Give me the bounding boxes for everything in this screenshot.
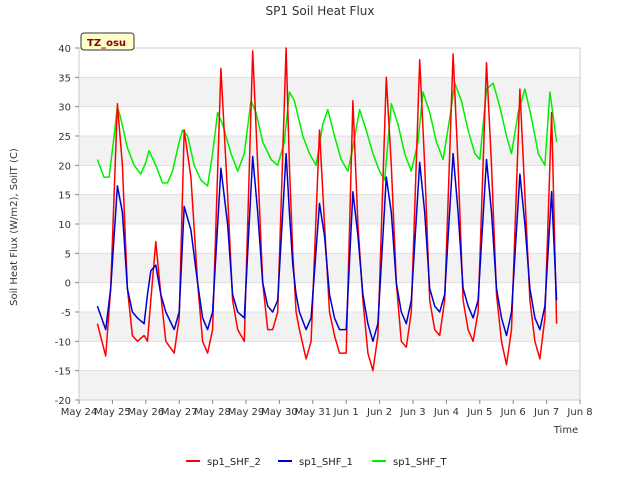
y-tick-label: 15 (58, 191, 71, 202)
chart-title: SP1 Soil Heat Flux (266, 4, 375, 18)
plot-background-bands (79, 77, 580, 400)
tz-badge-label: TZ_osu (87, 38, 126, 49)
x-tick-label: May 31 (295, 407, 332, 418)
y-tick-label: 35 (58, 73, 71, 84)
tz-badge: TZ_osu (80, 32, 135, 51)
y-tick-label: -5 (61, 308, 71, 319)
x-tick-label: Jun 5 (466, 407, 492, 418)
x-tick-label: Jun 7 (533, 407, 559, 418)
legend-label: sp1_SHF_1 (299, 457, 353, 468)
x-tick-label: Jun 2 (366, 407, 392, 418)
y-tick-label: 10 (58, 220, 71, 231)
legend-label: sp1_SHF_T (393, 457, 448, 468)
grid-band (79, 312, 580, 342)
x-tick-label: May 25 (94, 407, 131, 418)
y-tick-label: -20 (55, 396, 71, 407)
y-tick-label: 25 (58, 132, 71, 143)
series-layer (96, 47, 558, 372)
y-tick-label: 20 (58, 161, 71, 172)
x-tick-label: Jun 6 (500, 407, 526, 418)
grid-band (79, 194, 580, 224)
x-tick-label: May 27 (161, 407, 198, 418)
y-tick-label: 5 (65, 249, 71, 260)
x-tick-label: Jun 4 (433, 407, 459, 418)
x-tick-label: Jun 3 (399, 407, 425, 418)
x-axis-label: Time (553, 425, 578, 436)
y-axis-ticks: -20 -15 -10 -5 0 5 10 15 20 25 30 35 40 (55, 44, 79, 407)
y-tick-label: 0 (65, 279, 71, 290)
x-tick-label: May 24 (61, 407, 98, 418)
x-tick-label: May 29 (228, 407, 265, 418)
grid-band (79, 77, 580, 107)
x-tick-label: May 30 (261, 407, 298, 418)
series-line-sp1_SHF_1 (96, 152, 558, 343)
y-tick-label: -15 (55, 367, 71, 378)
x-tick-label: May 26 (128, 407, 165, 418)
tz-badge-box (80, 32, 135, 51)
legend-label: sp1_SHF_2 (207, 457, 261, 468)
grid-band (79, 370, 580, 400)
x-tick-label: May 28 (194, 407, 231, 418)
x-tick-label: Jun 1 (333, 407, 359, 418)
y-axis-label: Soil Heat Flux (W/m2), SoilT (C) (9, 148, 20, 306)
grid-band (79, 136, 580, 166)
y-tick-label: -10 (55, 337, 71, 348)
x-tick-label: Jun 8 (566, 407, 592, 418)
legend: sp1_SHF_2 sp1_SHF_1 sp1_SHF_T (186, 457, 448, 468)
y-tick-label: 40 (58, 44, 71, 55)
y-tick-label: 30 (58, 103, 71, 114)
